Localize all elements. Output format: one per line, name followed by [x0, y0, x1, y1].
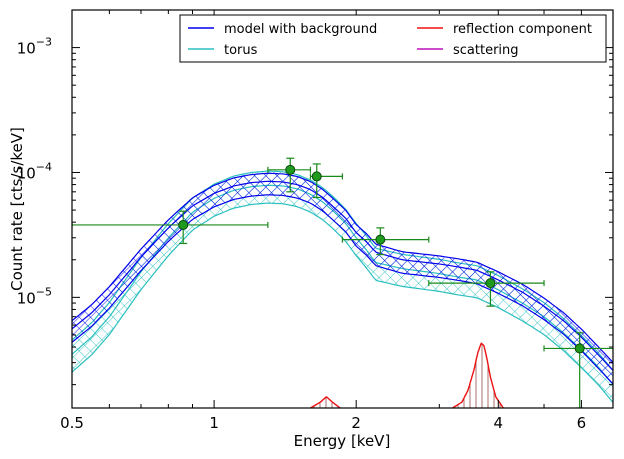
data-marker [285, 164, 296, 175]
data-marker [178, 219, 189, 230]
data-point [309, 163, 344, 199]
x-tick-label: 2 [351, 414, 361, 432]
x-tick-label: 4 [494, 414, 504, 432]
data-point [341, 227, 430, 256]
model-upper-line [72, 172, 613, 363]
data-marker [311, 171, 322, 182]
legend-item: reflection component [417, 22, 592, 37]
legend-item: scattering [417, 43, 519, 58]
x-axis-label: Energy [keV] [294, 432, 391, 450]
legend-label: torus [224, 43, 258, 58]
reflection-line-low-fill [310, 396, 341, 408]
model-line [72, 180, 613, 371]
x-tick-label: 6 [577, 414, 587, 432]
data-marker [574, 343, 585, 354]
legend-label: reflection component [453, 22, 592, 37]
y-tick-label: 10−3 [17, 36, 52, 58]
data-point [267, 157, 312, 193]
legend: model with background torus reflection com… [179, 14, 607, 63]
y-axis-label: Count rate [cts/s/keV] [8, 127, 26, 291]
legend-item: torus [188, 43, 258, 58]
legend-item: model with background [188, 22, 377, 37]
data-point [72, 210, 269, 245]
reflection-line-iron [452, 342, 504, 408]
legend-label: model with background [224, 22, 377, 37]
data-point [543, 332, 613, 408]
x-tick-label: 0.5 [60, 414, 84, 432]
axes: 0.5 1 2 4 610−510−410−3 [17, 9, 614, 432]
model-band [72, 173, 613, 384]
model-lower-line [72, 194, 613, 385]
legend-label: scattering [453, 43, 519, 58]
reflection-line-low [310, 396, 341, 408]
x-tick-label: 1 [209, 414, 219, 432]
data-marker [375, 234, 386, 245]
data-marker [485, 278, 496, 289]
plot-area [72, 157, 613, 408]
legend-box [179, 14, 607, 63]
plot-frame [71, 9, 614, 409]
reflection-line-iron-fill [452, 343, 504, 408]
data-point [428, 271, 545, 307]
